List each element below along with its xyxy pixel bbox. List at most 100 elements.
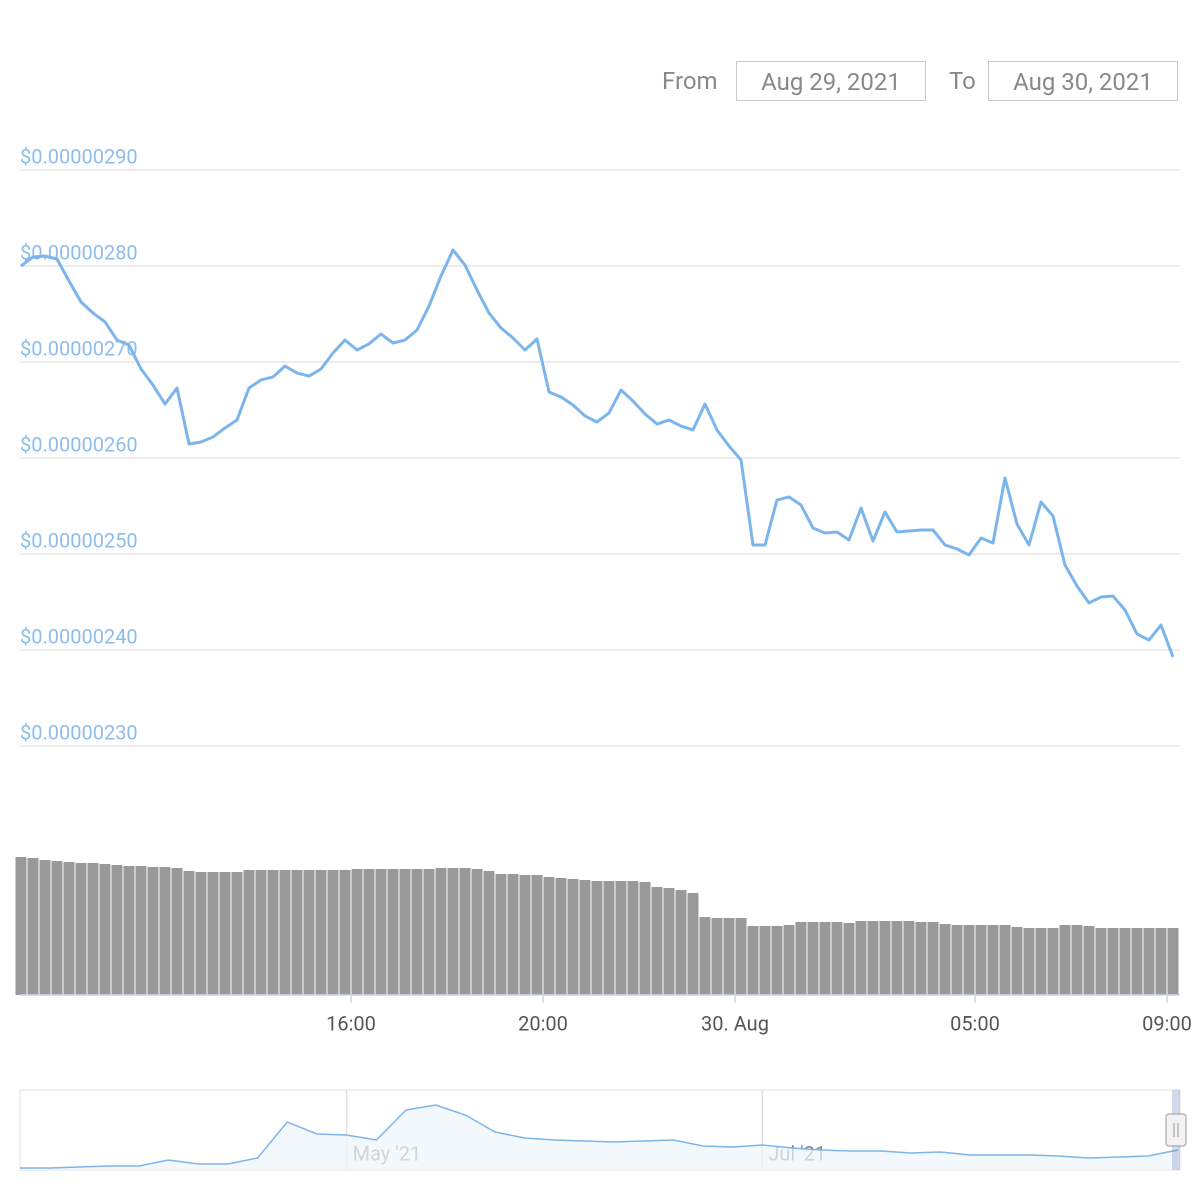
x-tick-label: 16:00: [326, 1011, 376, 1035]
volume-bar: [1083, 926, 1095, 995]
volume-bar: [1047, 928, 1059, 995]
volume-bar: [879, 921, 891, 995]
volume-bar: [15, 857, 27, 995]
volume-bar: [255, 870, 267, 995]
volume-bar: [579, 880, 591, 995]
volume-bar: [387, 869, 399, 995]
volume-bar: [723, 918, 735, 995]
volume-bar: [483, 871, 495, 995]
volume-bar: [123, 866, 135, 995]
volume-bar: [363, 869, 375, 995]
to-date-input[interactable]: Aug 30, 2021: [988, 61, 1178, 101]
y-tick-label: $0.00000240: [20, 624, 138, 648]
volume-bar: [939, 924, 951, 995]
from-date-input[interactable]: Aug 29, 2021: [736, 61, 926, 101]
volume-bar: [495, 874, 507, 995]
volume-bar: [783, 925, 795, 995]
volume-bar: [375, 869, 387, 995]
volume-bar: [87, 863, 99, 995]
volume-bar: [195, 872, 207, 995]
volume-bar: [75, 863, 87, 995]
from-label: From: [662, 67, 718, 95]
volume-bar: [675, 890, 687, 995]
volume-bar: [1071, 925, 1083, 995]
volume-bar: [519, 875, 531, 995]
volume-bar: [627, 881, 639, 995]
volume-bar: [687, 893, 699, 995]
volume-bar: [1023, 928, 1035, 995]
volume-bar: [927, 922, 939, 995]
volume-bar: [1155, 928, 1167, 995]
volume-bar: [891, 921, 903, 995]
volume-bar: [459, 868, 471, 995]
y-tick-label: $0.00000260: [20, 432, 138, 456]
volume-bar: [303, 870, 315, 995]
volume-bar: [339, 870, 351, 995]
volume-bar: [759, 926, 771, 995]
volume-bar: [543, 877, 555, 995]
volume-bar: [183, 871, 195, 995]
y-tick-label: $0.00000290: [20, 144, 138, 168]
volume-bar: [51, 861, 63, 995]
volume-bar: [219, 872, 231, 995]
volume-bar: [447, 868, 459, 995]
volume-bar: [963, 925, 975, 995]
volume-bar: [1059, 925, 1071, 995]
volume-bar: [435, 868, 447, 995]
y-tick-label: $0.00000280: [20, 240, 138, 264]
to-label: To: [949, 67, 976, 95]
volume-bar: [27, 858, 39, 995]
y-tick-label: $0.00000230: [20, 720, 138, 744]
volume-bar: [903, 921, 915, 995]
volume-bar: [291, 870, 303, 995]
volume-bar: [411, 869, 423, 995]
volume-bar: [207, 872, 219, 995]
volume-bar: [951, 925, 963, 995]
volume-bar: [327, 870, 339, 995]
volume-bar: [243, 870, 255, 995]
volume-bar: [63, 862, 75, 995]
volume-bar: [111, 865, 123, 995]
x-tick-label: 05:00: [950, 1011, 1000, 1035]
price-line: [20, 248, 1175, 658]
volume-bar: [699, 917, 711, 995]
volume-bar: [531, 875, 543, 995]
volume-bar: [819, 922, 831, 995]
volume-bar: [423, 869, 435, 995]
volume-bar: [315, 870, 327, 995]
volume-bar: [1107, 928, 1119, 995]
navigator-line: [20, 1104, 1179, 1169]
volume-bar: [135, 866, 147, 995]
volume-bar: [915, 922, 927, 995]
volume-bar: [735, 918, 747, 995]
volume-bar: [603, 881, 615, 995]
volume-bar: [399, 869, 411, 995]
volume-bar: [591, 881, 603, 995]
volume-bar: [471, 869, 483, 995]
volume-bar: [279, 870, 291, 995]
volume-bar: [231, 872, 243, 995]
volume-bar: [567, 879, 579, 995]
volume-bar: [807, 922, 819, 995]
volume-bar: [975, 925, 987, 995]
volume-bar: [639, 882, 651, 995]
x-tick-label: 20:00: [518, 1011, 568, 1035]
volume-bar: [1095, 928, 1107, 995]
volume-bar: [855, 921, 867, 995]
volume-bar: [555, 878, 567, 995]
volume-bar: [795, 922, 807, 995]
volume-bar: [867, 921, 879, 995]
volume-bar: [987, 925, 999, 995]
volume-bar: [1143, 928, 1155, 995]
volume-bar: [147, 867, 159, 995]
volume-bar: [351, 869, 363, 995]
volume-bar: [747, 926, 759, 995]
volume-bar: [831, 922, 843, 995]
navigator-handle[interactable]: [1165, 1113, 1187, 1147]
volume-bar: [267, 870, 279, 995]
volume-bar: [711, 918, 723, 995]
volume-bar: [171, 868, 183, 995]
x-tick-label: 09:00: [1142, 1011, 1192, 1035]
